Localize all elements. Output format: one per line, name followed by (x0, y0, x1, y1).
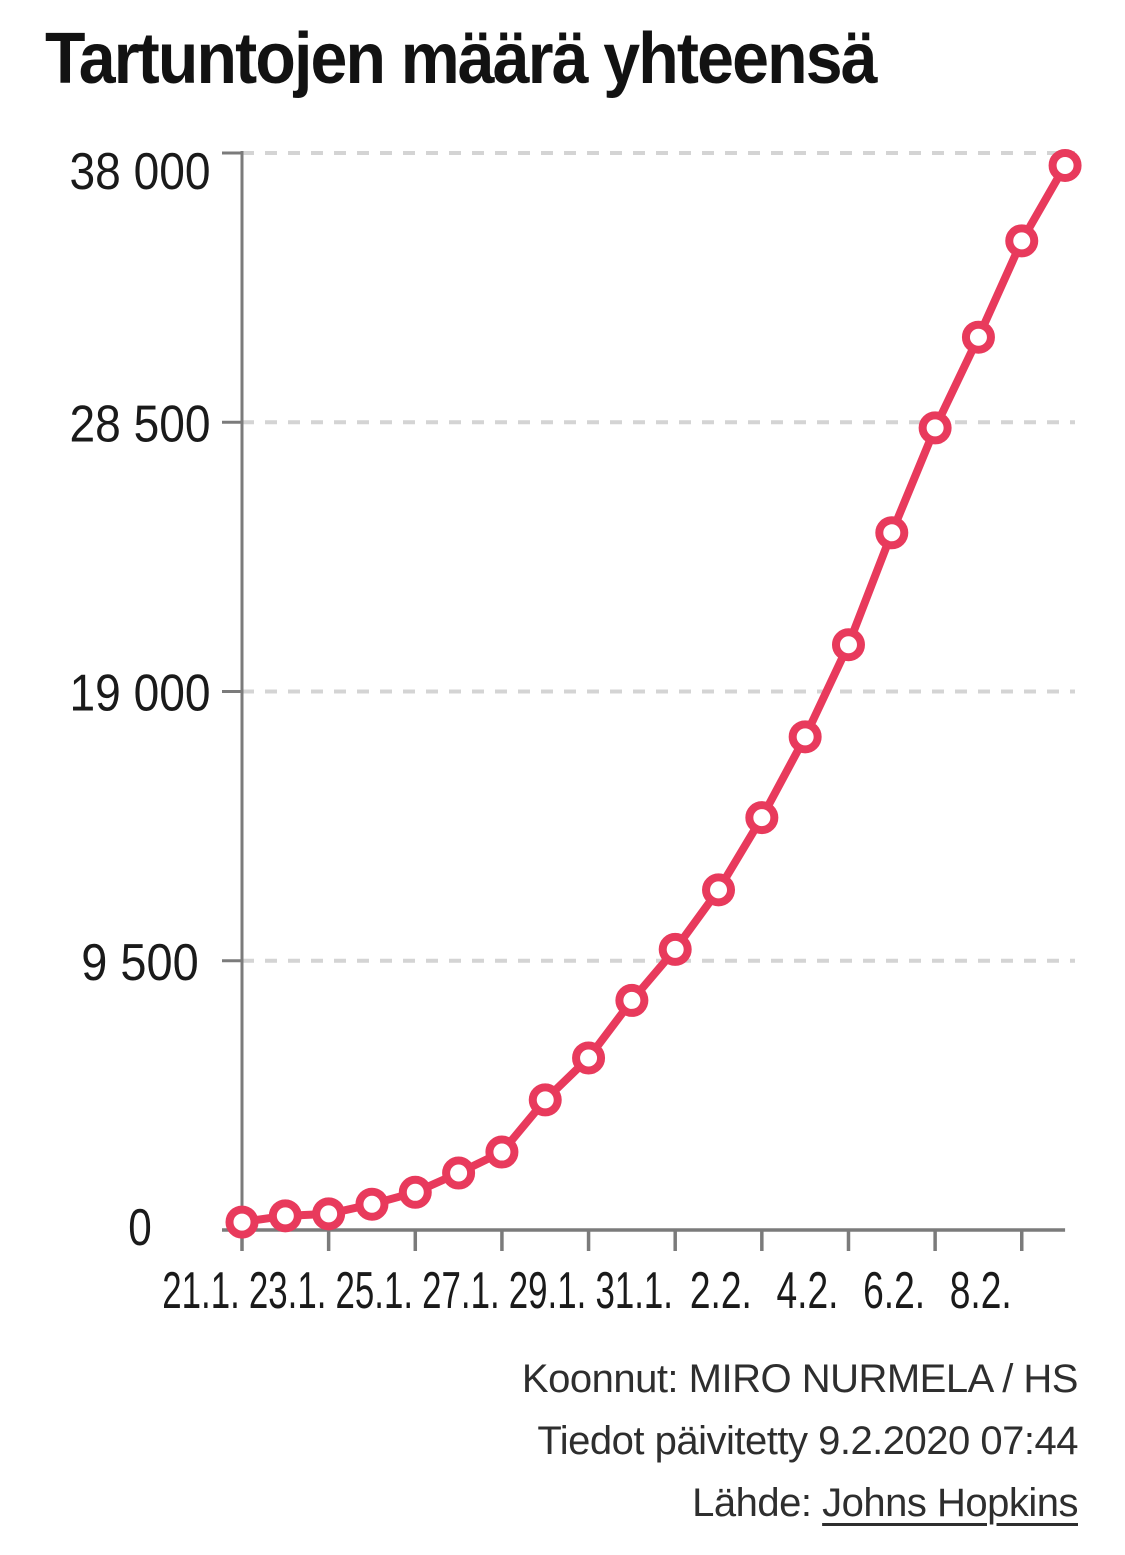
data-point (225, 1205, 259, 1239)
data-point (1048, 148, 1082, 182)
data-point (961, 320, 995, 354)
data-point (442, 1156, 476, 1190)
data-point (615, 983, 649, 1017)
chart-title: Tartuntojen määrä yhteensä (45, 19, 878, 99)
x-tick-label: 2.2. (690, 1262, 752, 1320)
data-point (745, 801, 779, 835)
data-point (398, 1175, 432, 1209)
data-point (875, 516, 909, 550)
data-point (658, 932, 692, 966)
data-point (702, 873, 736, 907)
data-point (268, 1199, 302, 1233)
data-point (572, 1041, 606, 1075)
y-tick-label: 0 (128, 1199, 152, 1257)
data-point (1005, 224, 1039, 258)
source-link[interactable]: Johns Hopkins (822, 1481, 1078, 1525)
data-point (918, 411, 952, 445)
y-axis-ticks (222, 151, 242, 1232)
source-label: Lähde: (692, 1481, 812, 1525)
x-tick-label: 27.1. (422, 1262, 500, 1320)
source-line: Lähde: Johns Hopkins (522, 1472, 1078, 1534)
data-point (312, 1197, 346, 1231)
x-tick-label: 31.1. (595, 1262, 673, 1320)
y-tick-label: 38 000 (70, 143, 211, 201)
x-tick-label: 21.1. (162, 1262, 240, 1320)
x-tick-label: 29.1. (509, 1262, 587, 1320)
axes (222, 151, 1066, 1251)
series-line (238, 161, 1070, 1227)
x-tick-label: 6.2. (863, 1262, 925, 1320)
data-point (788, 720, 822, 754)
data-point (528, 1083, 562, 1117)
y-tick-labels: 0 9 500 19 000 28 500 38 000 (70, 143, 211, 1257)
data-point (831, 628, 865, 662)
x-tick-label: 23.1. (249, 1262, 327, 1320)
y-gridlines (242, 151, 1075, 963)
x-tick-label: 8.2. (950, 1262, 1012, 1320)
data-points (225, 148, 1082, 1239)
data-point (485, 1135, 519, 1169)
x-tick-label: 4.2. (776, 1262, 838, 1320)
y-tick-label: 9 500 (81, 934, 199, 992)
x-tick-labels: 21.1. 23.1. 25.1. 27.1. 29.1. 31.1. 2.2. 4.2. 6.… (162, 1262, 1012, 1320)
y-tick-label: 28 500 (70, 395, 211, 453)
x-tick-label: 25.1. (336, 1262, 414, 1320)
y-tick-label: 19 000 (70, 665, 211, 723)
x-axis-ticks (240, 1230, 1024, 1251)
updated-line: Tiedot päivitetty 9.2.2020 07:44 (537, 1419, 1078, 1463)
chart-footer: Koonnut: MIRO NURMELA / HS Tiedot päivit… (521, 1348, 1079, 1534)
data-point (355, 1187, 389, 1221)
credit-line: Koonnut: MIRO NURMELA / HS (521, 1357, 1079, 1401)
